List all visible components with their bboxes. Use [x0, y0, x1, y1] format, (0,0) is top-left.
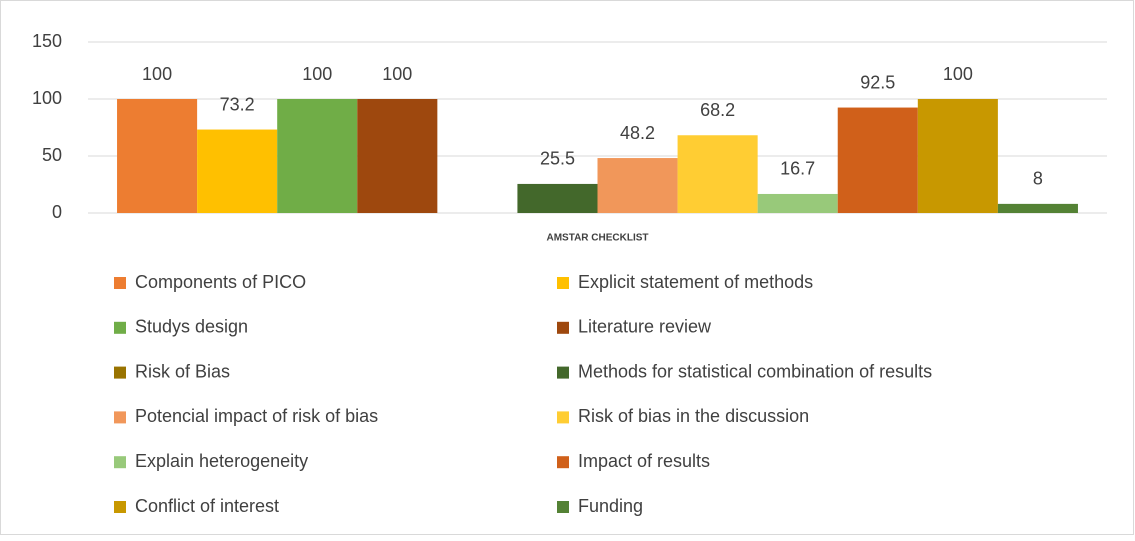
- bar: [757, 193, 838, 213]
- legend-label: Conflict of interest: [135, 496, 279, 516]
- y-tick-label: 100: [32, 88, 62, 108]
- data-label: 73.2: [220, 94, 255, 114]
- legend-swatch: [114, 411, 126, 424]
- legend-label: Studys design: [135, 317, 248, 337]
- legend-label: Potencial impact of risk of bias: [135, 406, 378, 426]
- bar: [117, 99, 198, 213]
- y-tick-label: 50: [42, 145, 62, 165]
- legend-label: Funding: [578, 496, 643, 516]
- y-tick-label: 150: [32, 31, 62, 51]
- data-label: 8: [1033, 169, 1043, 189]
- bar: [837, 107, 918, 213]
- data-label: 92.5: [860, 72, 895, 92]
- data-label: 100: [142, 64, 172, 84]
- data-label: 100: [382, 64, 412, 84]
- legend-label: Methods for statistical combination of r…: [578, 361, 932, 381]
- data-label: 68.2: [700, 100, 735, 120]
- bar: [917, 99, 998, 213]
- bar: [277, 99, 358, 213]
- data-label: 25.5: [540, 149, 575, 169]
- legend-label: Risk of bias in the discussion: [578, 406, 809, 426]
- legend-swatch: [114, 277, 126, 289]
- x-tick-label: AMSTAR CHECKLIST: [546, 233, 648, 244]
- legend-swatch: [557, 366, 569, 379]
- legend-label: Impact of results: [578, 451, 710, 471]
- legend-swatch: [557, 321, 569, 334]
- bar: [597, 158, 678, 213]
- bar: [997, 203, 1078, 213]
- data-label: 100: [302, 64, 332, 84]
- legend-label: Explain heterogeneity: [135, 451, 308, 471]
- legend-swatch: [557, 277, 569, 289]
- y-tick-label: 0: [52, 202, 62, 222]
- data-label: 16.7: [780, 159, 815, 179]
- bar: [357, 99, 438, 213]
- legend-label: Explicit statement of methods: [578, 272, 813, 292]
- legend-swatch: [557, 501, 569, 513]
- legend-label: Literature review: [578, 317, 712, 337]
- legend-label: Risk of Bias: [135, 361, 230, 381]
- legend-swatch: [114, 501, 126, 513]
- legend-swatch: [557, 456, 569, 469]
- legend-swatch: [557, 411, 569, 424]
- legend-swatch: [114, 366, 126, 379]
- legend-swatch: [114, 321, 126, 334]
- data-label: 48.2: [620, 123, 655, 143]
- legend-label: Components of PICO: [135, 272, 306, 292]
- bar: [677, 135, 758, 213]
- bar: [517, 183, 598, 213]
- legend-swatch: [114, 456, 126, 469]
- data-label: 100: [943, 64, 973, 84]
- bar: [197, 129, 278, 213]
